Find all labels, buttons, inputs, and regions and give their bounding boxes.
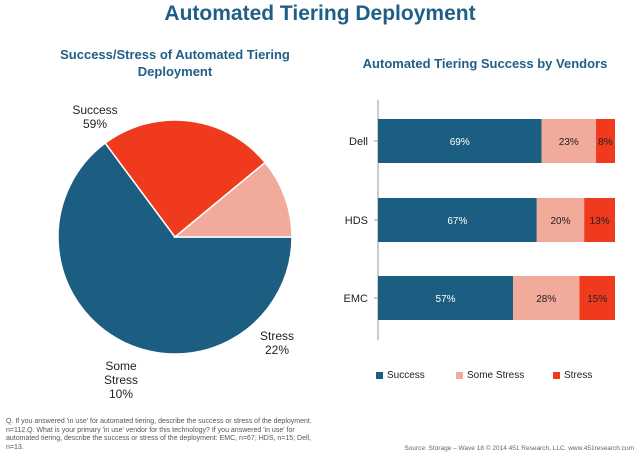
bar-hds-some-stress	[536, 198, 585, 242]
bar-dell-some-stress	[541, 119, 597, 163]
data-label-emc-some-stress: 28%	[536, 294, 556, 305]
footnote: Q. If you answered 'in use' for automate…	[6, 418, 312, 451]
bar-dell-success	[378, 119, 542, 163]
data-label-dell-some-stress: 23%	[559, 137, 579, 148]
data-label-dell-stress: 8%	[598, 137, 613, 148]
source-note: Source: Storage – Wave 18 © 2014 451 Res…	[404, 445, 634, 452]
legend-success: Success	[376, 370, 425, 381]
bar-hds-stress	[584, 198, 615, 242]
pie-label-success: Success 59%	[72, 103, 118, 131]
legend-swatch-success	[376, 371, 383, 379]
legend-stress: Stress	[553, 370, 592, 381]
data-label-hds-success: 67%	[447, 216, 467, 227]
pie-chart-title: Success/Stress of Automated Tiering Depl…	[60, 47, 290, 79]
bar-chart-title: Automated Tiering Success by Vendors	[362, 56, 608, 71]
bar-emc-stress	[579, 276, 615, 320]
pie-slice-some-stress	[172, 161, 293, 238]
y-tick-label-hds: HDS	[345, 215, 368, 227]
pie-slice-stress	[104, 119, 267, 239]
pie-label-stress: Stress 22%	[259, 329, 294, 357]
legend-swatch-stress	[553, 371, 560, 379]
legend-swatch-some-stress	[456, 371, 463, 379]
bar-emc-some-stress	[513, 276, 580, 320]
data-label-dell-success: 69%	[450, 137, 470, 148]
bar-emc-success	[378, 276, 514, 320]
legend-some-stress: Some Stress	[456, 370, 524, 381]
pie-label-some-stress: Some Stress 10%	[103, 359, 138, 401]
data-label-emc-stress: 15%	[587, 294, 607, 305]
y-tick-label-emc: EMC	[344, 293, 369, 305]
pie-slice-success	[57, 142, 293, 355]
bar-dell-stress	[596, 119, 615, 163]
page-title: Automated Tiering Deployment	[164, 2, 476, 25]
data-label-hds-stress: 13%	[590, 216, 610, 227]
data-label-hds-some-stress: 20%	[550, 216, 570, 227]
data-label-emc-success: 57%	[436, 294, 456, 305]
y-tick-label-dell: Dell	[349, 136, 368, 148]
bar-hds-success	[378, 198, 537, 242]
